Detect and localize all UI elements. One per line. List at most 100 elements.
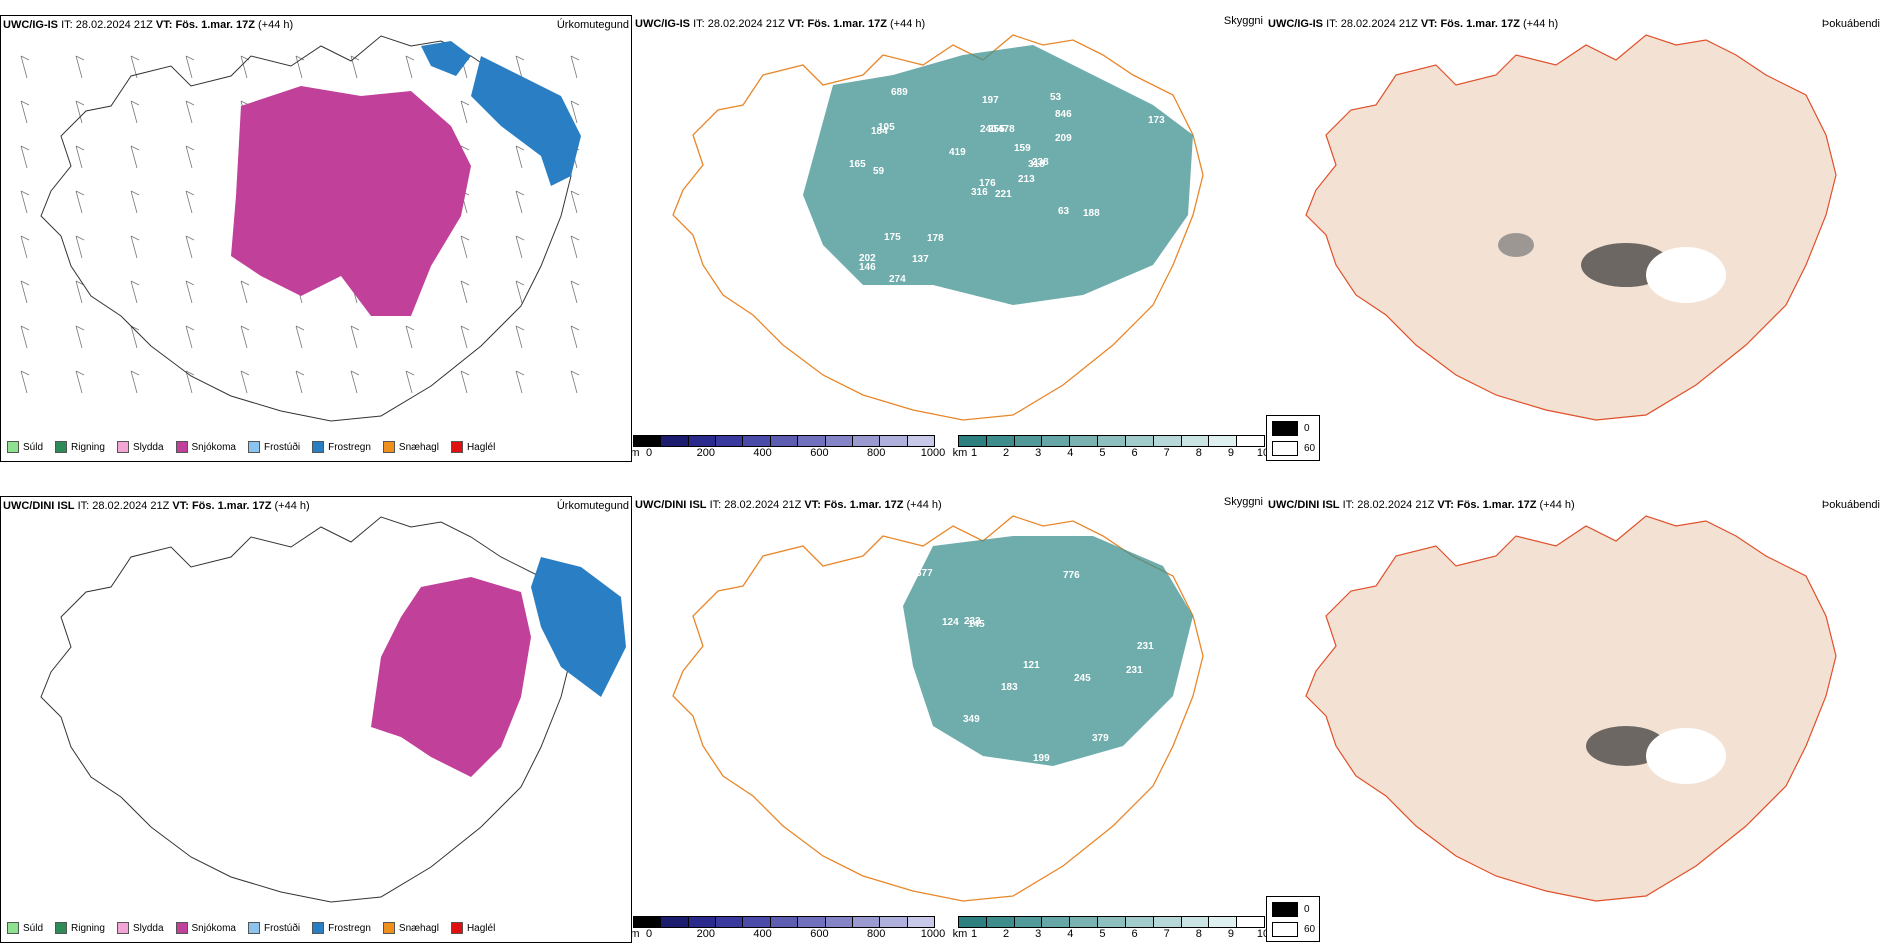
colorbar-segment bbox=[1209, 917, 1238, 927]
height-label: 137 bbox=[912, 254, 929, 265]
fog-panel-row0: UWC/IG-IS IT: 28.02.2024 21Z VT: Fös. 1.… bbox=[1266, 15, 1900, 462]
wind-barb bbox=[185, 325, 195, 349]
legend-swatch bbox=[247, 922, 260, 934]
wind-barb bbox=[185, 190, 195, 214]
frostregn-strip bbox=[421, 41, 471, 76]
colorbar-segment bbox=[825, 436, 853, 446]
fog-legend-item: 0 bbox=[1272, 421, 1310, 436]
height-colorbar bbox=[633, 435, 935, 447]
height-label: 178 bbox=[927, 233, 944, 244]
legend-label: Snæhagl bbox=[398, 922, 439, 934]
height-label: 175 bbox=[884, 232, 901, 243]
colorbar-segment bbox=[688, 917, 717, 927]
panel-field-label: Skyggni bbox=[1223, 15, 1263, 27]
colorbar-segment bbox=[852, 917, 881, 927]
legend-item: Frostúði bbox=[247, 441, 301, 453]
legend-item: Frostúði bbox=[247, 922, 300, 934]
legend-label: Frostregn bbox=[328, 441, 371, 453]
visibility-map: 245 231 227 677 145 379 555 776 124 199 177 168 163 1… bbox=[672, 515, 1204, 902]
colorbar-segment bbox=[1042, 917, 1071, 927]
wind-barb bbox=[75, 100, 85, 124]
fog-legend-swatch bbox=[1272, 421, 1298, 436]
iceland-land bbox=[1305, 34, 1837, 421]
legend-label: Snjókoma bbox=[191, 922, 236, 934]
fog-legend-item: 0 bbox=[1272, 902, 1310, 917]
panel-field-label: Skyggni bbox=[1223, 496, 1263, 508]
legend-swatch bbox=[175, 922, 188, 934]
legend-item: Súld bbox=[7, 922, 43, 934]
wind-barb bbox=[130, 280, 140, 304]
iceland-land bbox=[1305, 515, 1837, 902]
wind-barb bbox=[75, 145, 85, 169]
fog-light-patch bbox=[1646, 247, 1726, 303]
wind-barb bbox=[405, 55, 415, 79]
colorbar-segment bbox=[825, 917, 853, 927]
legend-item: Snæhagl bbox=[382, 441, 439, 453]
wind-barb bbox=[240, 280, 250, 304]
legend-swatch bbox=[7, 441, 19, 453]
precip-map bbox=[20, 35, 581, 422]
fog-legend: 0 60 bbox=[1266, 896, 1320, 942]
height-label: 419 bbox=[949, 147, 966, 158]
wind-barb bbox=[20, 280, 30, 304]
fog-legend-swatch bbox=[1272, 441, 1298, 456]
height-label: 199 bbox=[1033, 753, 1050, 764]
colorbar-segment bbox=[661, 917, 689, 927]
iceland-outline bbox=[672, 515, 1204, 902]
wind-barb bbox=[570, 235, 580, 259]
colorbar-tick: 200 bbox=[696, 447, 715, 459]
legend-item: Haglél bbox=[450, 441, 496, 453]
wind-barb bbox=[20, 325, 30, 349]
colorbar-tick: 1000 bbox=[920, 447, 946, 459]
frostregn-area bbox=[531, 557, 626, 697]
height-label: 846 bbox=[1055, 109, 1072, 120]
height-label: 209 bbox=[1055, 133, 1072, 144]
wind-barb bbox=[460, 100, 470, 124]
colorbar-unit: km bbox=[952, 928, 968, 940]
legend-label: Frostúði bbox=[263, 441, 301, 453]
legend-item: Snæhagl bbox=[382, 922, 439, 934]
height-label: 53 bbox=[1050, 92, 1062, 103]
visibility-colorbar bbox=[958, 435, 1265, 447]
legend-label: Slydda bbox=[132, 922, 164, 934]
panel-title: UWC/IG-IS IT: 28.02.2024 21Z VT: Fös. 1.… bbox=[1268, 18, 1559, 30]
wind-barb bbox=[20, 190, 30, 214]
fog-patch bbox=[1498, 233, 1534, 257]
precip-panel-row1: UWC/DINI ISL IT: 28.02.2024 21Z VT: Fös.… bbox=[0, 496, 632, 943]
iceland-outline bbox=[672, 34, 1204, 421]
colorbar-segment bbox=[743, 436, 771, 446]
colorbar-segment bbox=[634, 436, 662, 446]
colorbar-tick: 800 bbox=[867, 447, 886, 459]
colorbar-tick: 2 bbox=[1003, 928, 1010, 940]
height-label: 188 bbox=[1083, 208, 1100, 219]
legend-item: Frostregn bbox=[312, 441, 371, 453]
wind-barb bbox=[75, 55, 85, 79]
colorbar-tick: 4 bbox=[1067, 928, 1074, 940]
precip-legend: Súld Rigning Slydda Snjókoma Frostúði Frostre… bbox=[7, 920, 507, 936]
wind-barb bbox=[185, 235, 195, 259]
legend-label: Frostregn bbox=[328, 922, 371, 934]
wind-barb bbox=[350, 370, 360, 394]
colorbar-segment bbox=[1098, 436, 1126, 446]
height-label: 349 bbox=[963, 714, 980, 725]
colorbar-segment bbox=[634, 917, 662, 927]
colorbar-segment bbox=[880, 436, 908, 446]
legend-swatch bbox=[175, 441, 188, 453]
colorbar-segment bbox=[1209, 436, 1238, 446]
wind-barb bbox=[240, 325, 250, 349]
wind-barb bbox=[405, 325, 415, 349]
colorbar-segment bbox=[1014, 917, 1043, 927]
height-label: 227 bbox=[873, 735, 890, 746]
legend-label: Haglél bbox=[466, 441, 496, 453]
fog-legend-item: 60 bbox=[1272, 922, 1315, 937]
height-label: 776 bbox=[1063, 570, 1080, 581]
wind-barb bbox=[460, 235, 470, 259]
height-label: 168 bbox=[862, 656, 879, 667]
height-label: 165 bbox=[849, 159, 866, 170]
legend-label: Rigning bbox=[71, 441, 105, 453]
colorbar-segment bbox=[1153, 436, 1182, 446]
height-label: 677 bbox=[916, 568, 933, 579]
legend-label: Slydda bbox=[132, 441, 164, 453]
height-label: 173 bbox=[1148, 115, 1165, 126]
wind-barb bbox=[350, 55, 360, 79]
